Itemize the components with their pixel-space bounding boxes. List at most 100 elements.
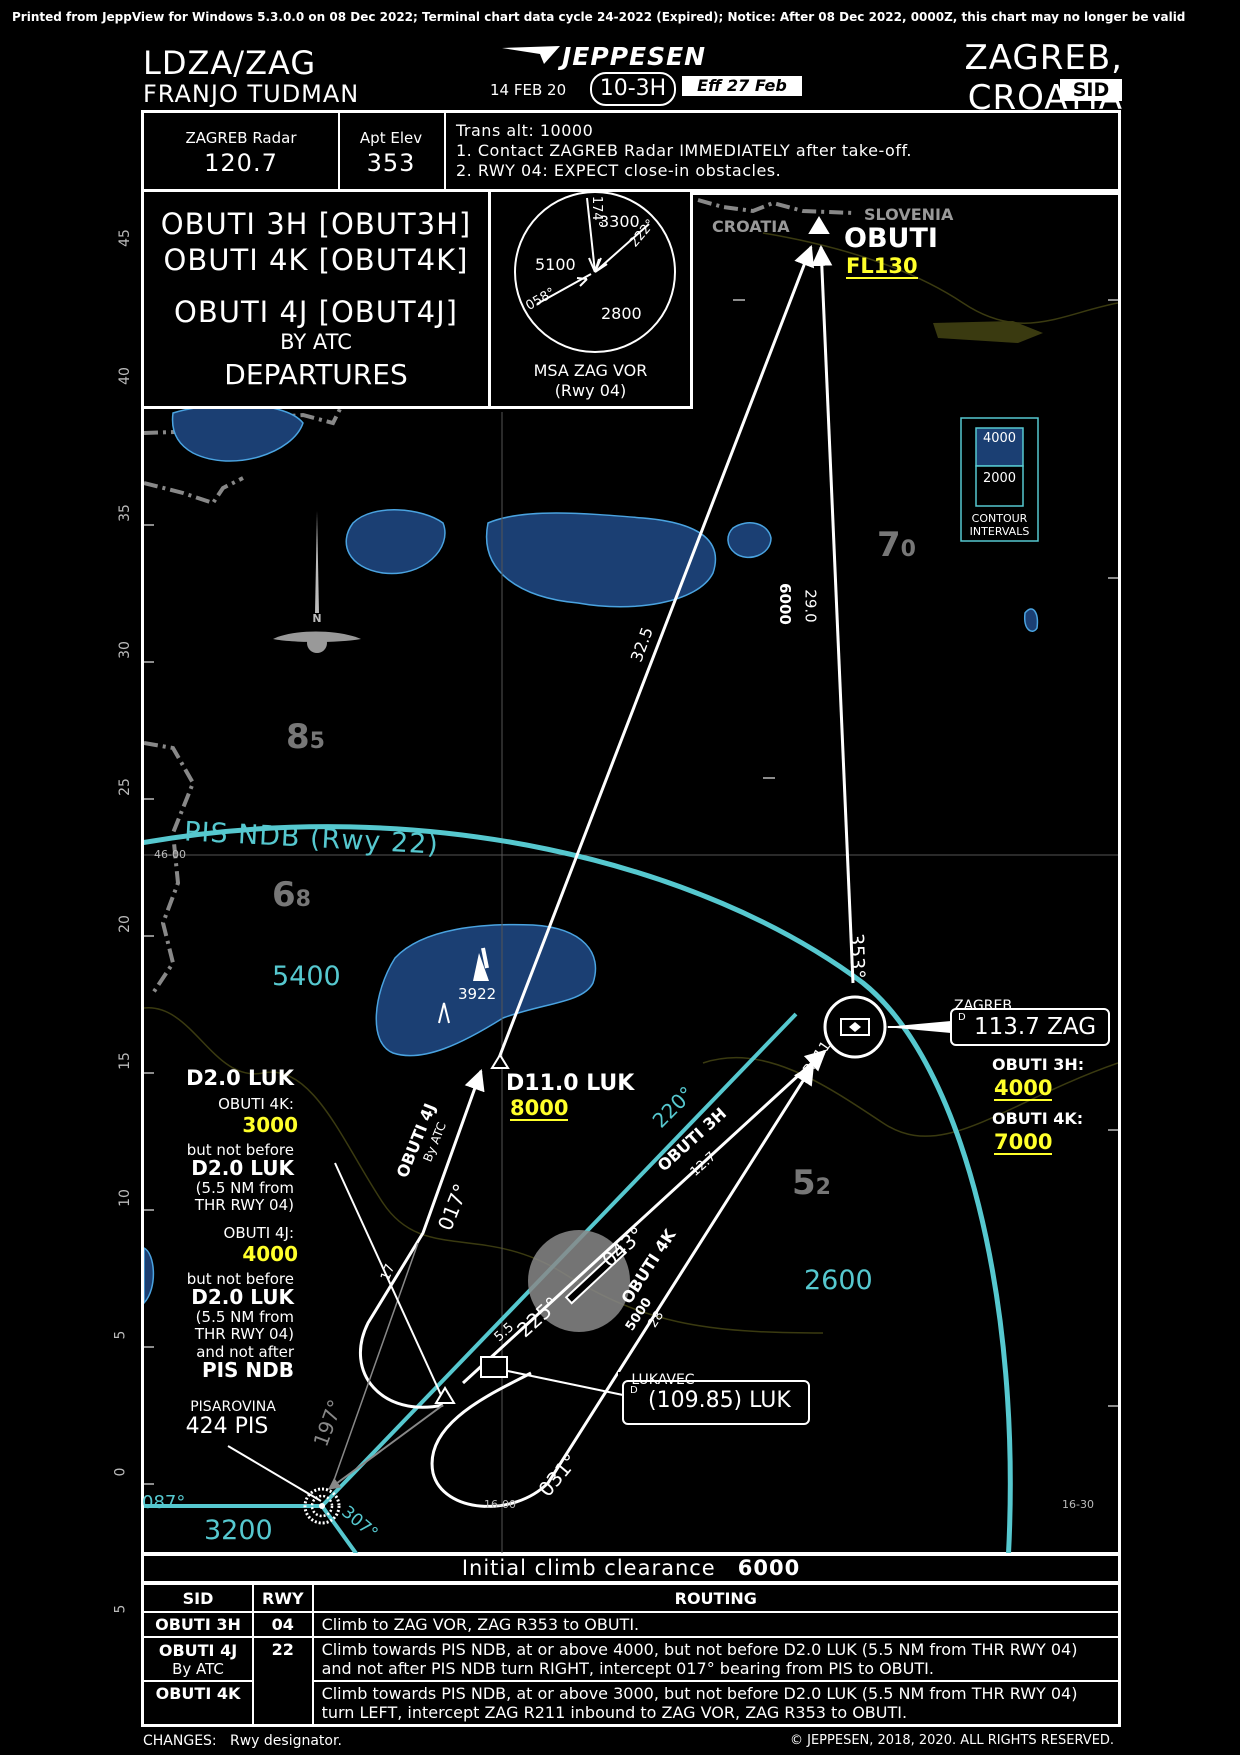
d2-not-after: and not after (196, 1343, 294, 1361)
note-2: 2. RWY 04: EXPECT close-in obstacles. (456, 161, 782, 180)
obstacle-area (528, 1230, 630, 1332)
luk-dme-icon (480, 1356, 508, 1378)
grid-mora-70-small: 0 (900, 537, 916, 562)
logo-swoosh-icon (502, 46, 560, 64)
zag-vor-frequency: 113.7 ZAG (974, 1014, 1097, 1040)
d2-nb-1: but not before (186, 1141, 294, 1159)
lat-tick-40: 40 (116, 367, 133, 385)
note-1: 1. Contact ZAGREB Radar IMMEDIATELY afte… (456, 141, 913, 160)
grid-mora-68-small: 8 (295, 887, 311, 912)
pointer-line-pis (227, 1445, 322, 1502)
obstacle-elevation: 3922 (458, 985, 497, 1003)
d2-constraint-title: D2.0 LUK (186, 1066, 294, 1090)
lat-tick-25: 25 (116, 778, 133, 796)
route-to-pis (328, 1404, 444, 1490)
lat-tick-5: 5 (112, 1330, 129, 1340)
chart-number: 10-3H (590, 72, 676, 106)
country-croatia: CROATIA (712, 217, 790, 236)
high-terrain (933, 321, 1043, 343)
transition-altitude: Trans alt: 10000 (456, 121, 594, 140)
copyright: © JEPPESEN, 2018, 2020. ALL RIGHTS RESER… (790, 1733, 1115, 1748)
d2-nm-1: (5.5 NM from (195, 1179, 294, 1197)
initial-climb-label: Initial climb clearance (461, 1556, 716, 1580)
pis-ndb-frequency: 424 PIS (185, 1414, 269, 1439)
airport-identifier: LDZA/ZAG (143, 44, 317, 82)
terrain-area (171, 404, 304, 462)
contour-4000-label: 4000 (982, 431, 1017, 446)
msa-altitude-3300: 3300 (599, 212, 640, 231)
route-obuti-4k (430, 1063, 815, 1508)
zag-3h-altitude: 4000 (994, 1076, 1053, 1101)
pointer-line-luk (502, 1369, 624, 1396)
changes-note: CHANGES: Rwy designator. (143, 1733, 342, 1749)
d2-4j-label: OBUTI 4J: (223, 1224, 294, 1242)
runway-icon (564, 1245, 628, 1305)
d2-luk-1: D2.0 LUK (191, 1156, 294, 1180)
departures-label: DEPARTURES (224, 358, 408, 391)
chart-type-badge: SID (1060, 79, 1122, 101)
zag-vor-name: ZAGREB (954, 998, 1012, 1014)
city-name: ZAGREB, CROATIA (964, 38, 1123, 118)
route-leg-zag-r353 (811, 244, 855, 984)
grid-mora-70: 70 (877, 525, 916, 565)
elevation-label: Apt Elev (359, 129, 423, 147)
d2-4j-altitude: 4000 (242, 1242, 298, 1266)
zag-4k-label: OBUTI 4K: (992, 1109, 1084, 1128)
row-sid: OBUTI 3H (141, 1611, 254, 1638)
msa-altitude-5100: 5100 (535, 255, 576, 274)
row-rwy: 04 (252, 1611, 314, 1638)
elevation-value: 353 (366, 149, 416, 177)
obuti-fix-name: OBUTI (844, 223, 938, 254)
lon-label-16-00: 16-00 (484, 1498, 516, 1511)
pis-ndb-name: PISAROVINA (176, 1399, 290, 1415)
pointer-line (334, 1162, 442, 1396)
zag-vor-box: D 113.7 ZAG (950, 1008, 1110, 1046)
sid-4j-by-atc: BY ATC (280, 330, 352, 354)
lon-label-16-30: 16-30 (1062, 1498, 1094, 1511)
table-row: OBUTI 4J By ATC 22 Climb towards PIS NDB,… (141, 1636, 1121, 1727)
lat-tick-20: 20 (116, 915, 133, 933)
luk-dme-box: D (109.85) LUK (622, 1380, 810, 1425)
msa-box: 174° 222° 058° 3300 5100 2800 MSA ZAG VO… (488, 192, 693, 409)
row-rwy: 22 (252, 1636, 314, 1727)
terrain-contour (144, 1007, 824, 1334)
terrain-area (485, 512, 717, 608)
grid-mora-85-big: 8 (286, 717, 310, 757)
luk-dme-frequency: (109.85) LUK (648, 1388, 791, 1413)
d11-fix-icon (490, 1053, 510, 1069)
d2-nb-2: but not before (186, 1270, 294, 1288)
contour-legend-label-1: CONTOUR (971, 512, 1028, 525)
msa-diagram (514, 192, 676, 353)
leg-altitude-6000: 6000 (775, 583, 794, 625)
contour-legend-label-2: INTERVALS (969, 525, 1030, 538)
msa-label-2: (Rwy 04) (554, 381, 627, 400)
print-notice: Printed from JeppView for Windows 5.3.0.… (12, 10, 1186, 24)
initial-climb-value: 6000 (737, 1556, 801, 1580)
crs-087: 087° (142, 1492, 186, 1513)
grid-mora-68: 68 (272, 875, 311, 915)
routing-table: SID RWY ROUTING OBUTI 3H 04 Climb to ZAG… (141, 1582, 1121, 1727)
obstacle-icon (481, 947, 489, 969)
terrain-area (1024, 608, 1039, 632)
msa-altitude-2800: 2800 (601, 304, 642, 323)
plan-view-svg: N (144, 198, 1118, 1555)
country-border (144, 476, 244, 506)
communication-info-box: ZAGREB Radar 120.7 Apt Elev 353 Trans al… (141, 110, 1121, 192)
radar-frequency: 120.7 (204, 149, 278, 177)
lat-tick-10: 10 (116, 1189, 133, 1207)
radar-label: ZAGREB Radar (185, 129, 297, 147)
country-border (697, 198, 854, 215)
table-row: OBUTI 4K Climb towards PIS NDB, at or ab… (141, 1680, 1121, 1727)
lat-tick-35: 35 (116, 504, 133, 522)
lat-tick-5b: 5 (112, 1604, 129, 1614)
row-sid: OBUTI 4J By ATC (141, 1636, 254, 1682)
leg-distance-29-0: 29.0 (801, 589, 820, 623)
lat-tick-45: 45 (116, 229, 133, 247)
d11-luk-altitude: 8000 (510, 1096, 569, 1121)
zag-vor-dme-flag: D (958, 1012, 966, 1023)
header-sid: SID (141, 1582, 254, 1613)
row-routing: Climb towards PIS NDB, at or above 3000,… (311, 1680, 1121, 1727)
grid-mora-70-big: 7 (877, 525, 901, 565)
d2-nm-2: (5.5 NM from (195, 1308, 294, 1326)
obuti-fix-icon (808, 216, 830, 234)
